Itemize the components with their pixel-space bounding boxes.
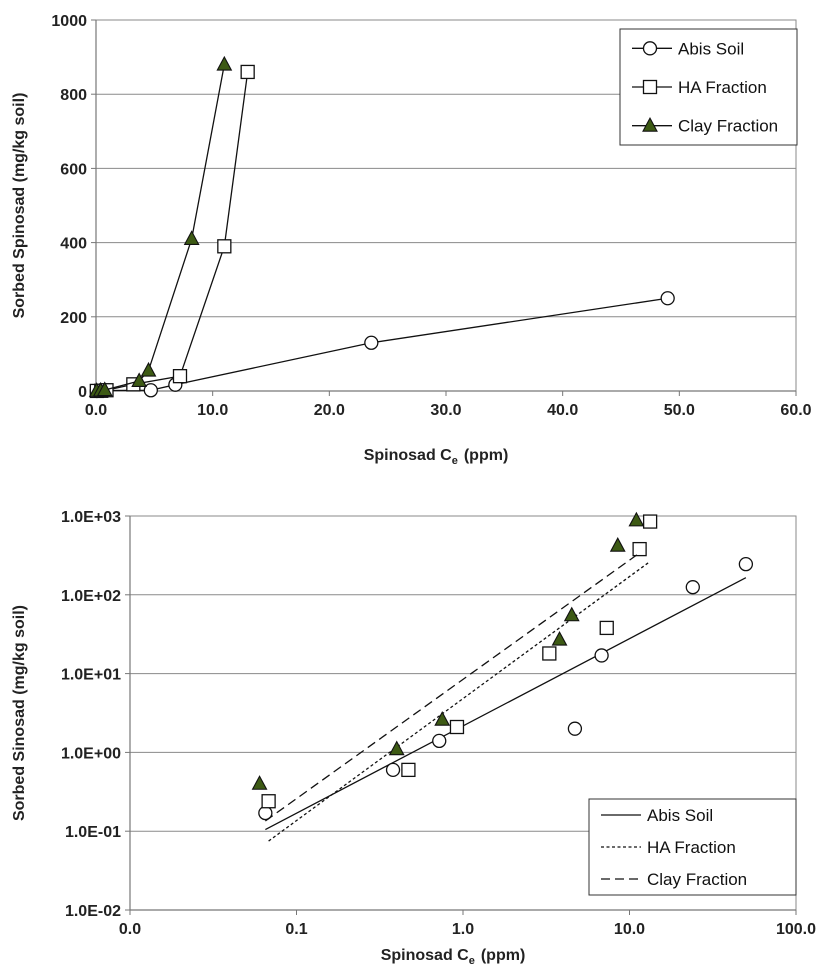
x-tick-label: 10.0 [197, 402, 228, 419]
x-axis-title-unit: (ppm) [481, 947, 525, 964]
data-point [563, 606, 580, 622]
y-tick-label: 1000 [51, 13, 87, 30]
y-tick-label: 800 [60, 87, 87, 104]
data-point [183, 230, 200, 245]
y-tick-label: 1.0E+02 [61, 588, 121, 605]
chart-log: 0.0 0.1 1.0 10.0 100.0 1.0E-02 1.0E-01 1.0E+00 1… [11, 509, 816, 967]
x-axis-title-main: Spinosad C [381, 947, 469, 964]
data-point [216, 55, 233, 71]
x-tick-label: 60.0 [780, 402, 811, 419]
data-point [217, 239, 232, 254]
data-point [172, 369, 188, 384]
legend-label: HA Fraction [647, 838, 736, 857]
data-point [567, 721, 583, 736]
y-axis-title: Sorbed Sinosad (mg/kg soil) [11, 605, 28, 821]
y-tick-label: 200 [60, 310, 87, 327]
data-point [432, 733, 447, 749]
x-tick-label: 40.0 [547, 402, 578, 419]
data-point [434, 711, 451, 726]
x-axis-title: Spinosad Ce (ppm) [364, 447, 509, 467]
legend: Abis Soil HA Fraction Clay Fraction [588, 798, 797, 896]
series-abis-soil [258, 556, 754, 831]
x-tick-label: 50.0 [664, 402, 695, 419]
x-axis-title-subscript: e [452, 455, 458, 467]
trend-line [264, 552, 640, 822]
data-point [642, 514, 658, 529]
data-point [551, 630, 568, 646]
x-axis-title-main: Spinosad C [364, 447, 452, 464]
legend-label: Abis Soil [678, 39, 744, 58]
data-point [449, 719, 465, 735]
legend-label: Clay Fraction [647, 870, 747, 889]
y-tick-label: 400 [60, 236, 87, 253]
data-point [240, 64, 255, 80]
legend-marker [642, 41, 658, 56]
data-point [96, 381, 113, 397]
data-point [685, 580, 700, 595]
x-axis-title: Spinosad Ce (ppm) [381, 947, 526, 967]
series-clay-fraction [88, 55, 233, 397]
data-point [738, 556, 754, 572]
series-clay-fraction [251, 511, 645, 822]
legend-label: Abis Soil [647, 806, 713, 825]
data-point [388, 740, 405, 756]
data-point [131, 372, 148, 388]
data-point [143, 383, 158, 398]
data-point [385, 762, 401, 778]
x-tick-label: 0.0 [119, 921, 141, 938]
y-tick-label: 1.0E+03 [61, 509, 121, 526]
data-point [660, 291, 675, 306]
data-point [140, 361, 157, 377]
x-tick-label: 10.0 [614, 921, 645, 938]
y-axis-title: Sorbed Spinosad (mg/kg soil) [11, 93, 28, 319]
data-point [628, 511, 645, 527]
data-point [609, 537, 626, 552]
y-tick-label: 1.0E+00 [61, 745, 121, 762]
trend-line [265, 577, 747, 831]
legend-label: Clay Fraction [678, 117, 778, 136]
legend-label: HA Fraction [678, 78, 767, 97]
y-tick-label: 1.0E-02 [65, 903, 121, 920]
data-point [599, 620, 614, 636]
data-point [401, 762, 416, 778]
x-axis-title-subscript: e [469, 955, 475, 967]
x-tick-label: 1.0 [452, 921, 474, 938]
y-tick-label: 0 [78, 384, 87, 401]
data-point [542, 646, 557, 661]
y-tick-label: 600 [60, 161, 87, 178]
series-ha-fraction [261, 514, 658, 842]
data-point [251, 775, 268, 790]
legend: Abis Soil HA Fraction Clay Fraction [619, 28, 798, 146]
data-point [632, 541, 647, 557]
legend-marker [642, 117, 658, 132]
x-tick-label: 100.0 [776, 921, 816, 938]
x-axis-title-unit: (ppm) [464, 447, 508, 464]
x-tick-label: 20.0 [314, 402, 345, 419]
data-point [261, 794, 276, 809]
x-tick-label: 0.1 [285, 921, 307, 938]
data-point [364, 335, 379, 350]
data-point [594, 648, 609, 663]
y-tick-label: 1.0E-01 [65, 824, 121, 841]
trend-line [268, 560, 651, 842]
x-tick-label: 0.0 [85, 402, 107, 419]
y-tick-label: 1.0E+01 [61, 667, 121, 684]
chart-linear: 0.0 10.0 20.0 30.0 40.0 50.0 60.0 0 200 400 600 800… [11, 13, 812, 467]
legend-marker [642, 79, 658, 95]
x-tick-label: 30.0 [430, 402, 461, 419]
